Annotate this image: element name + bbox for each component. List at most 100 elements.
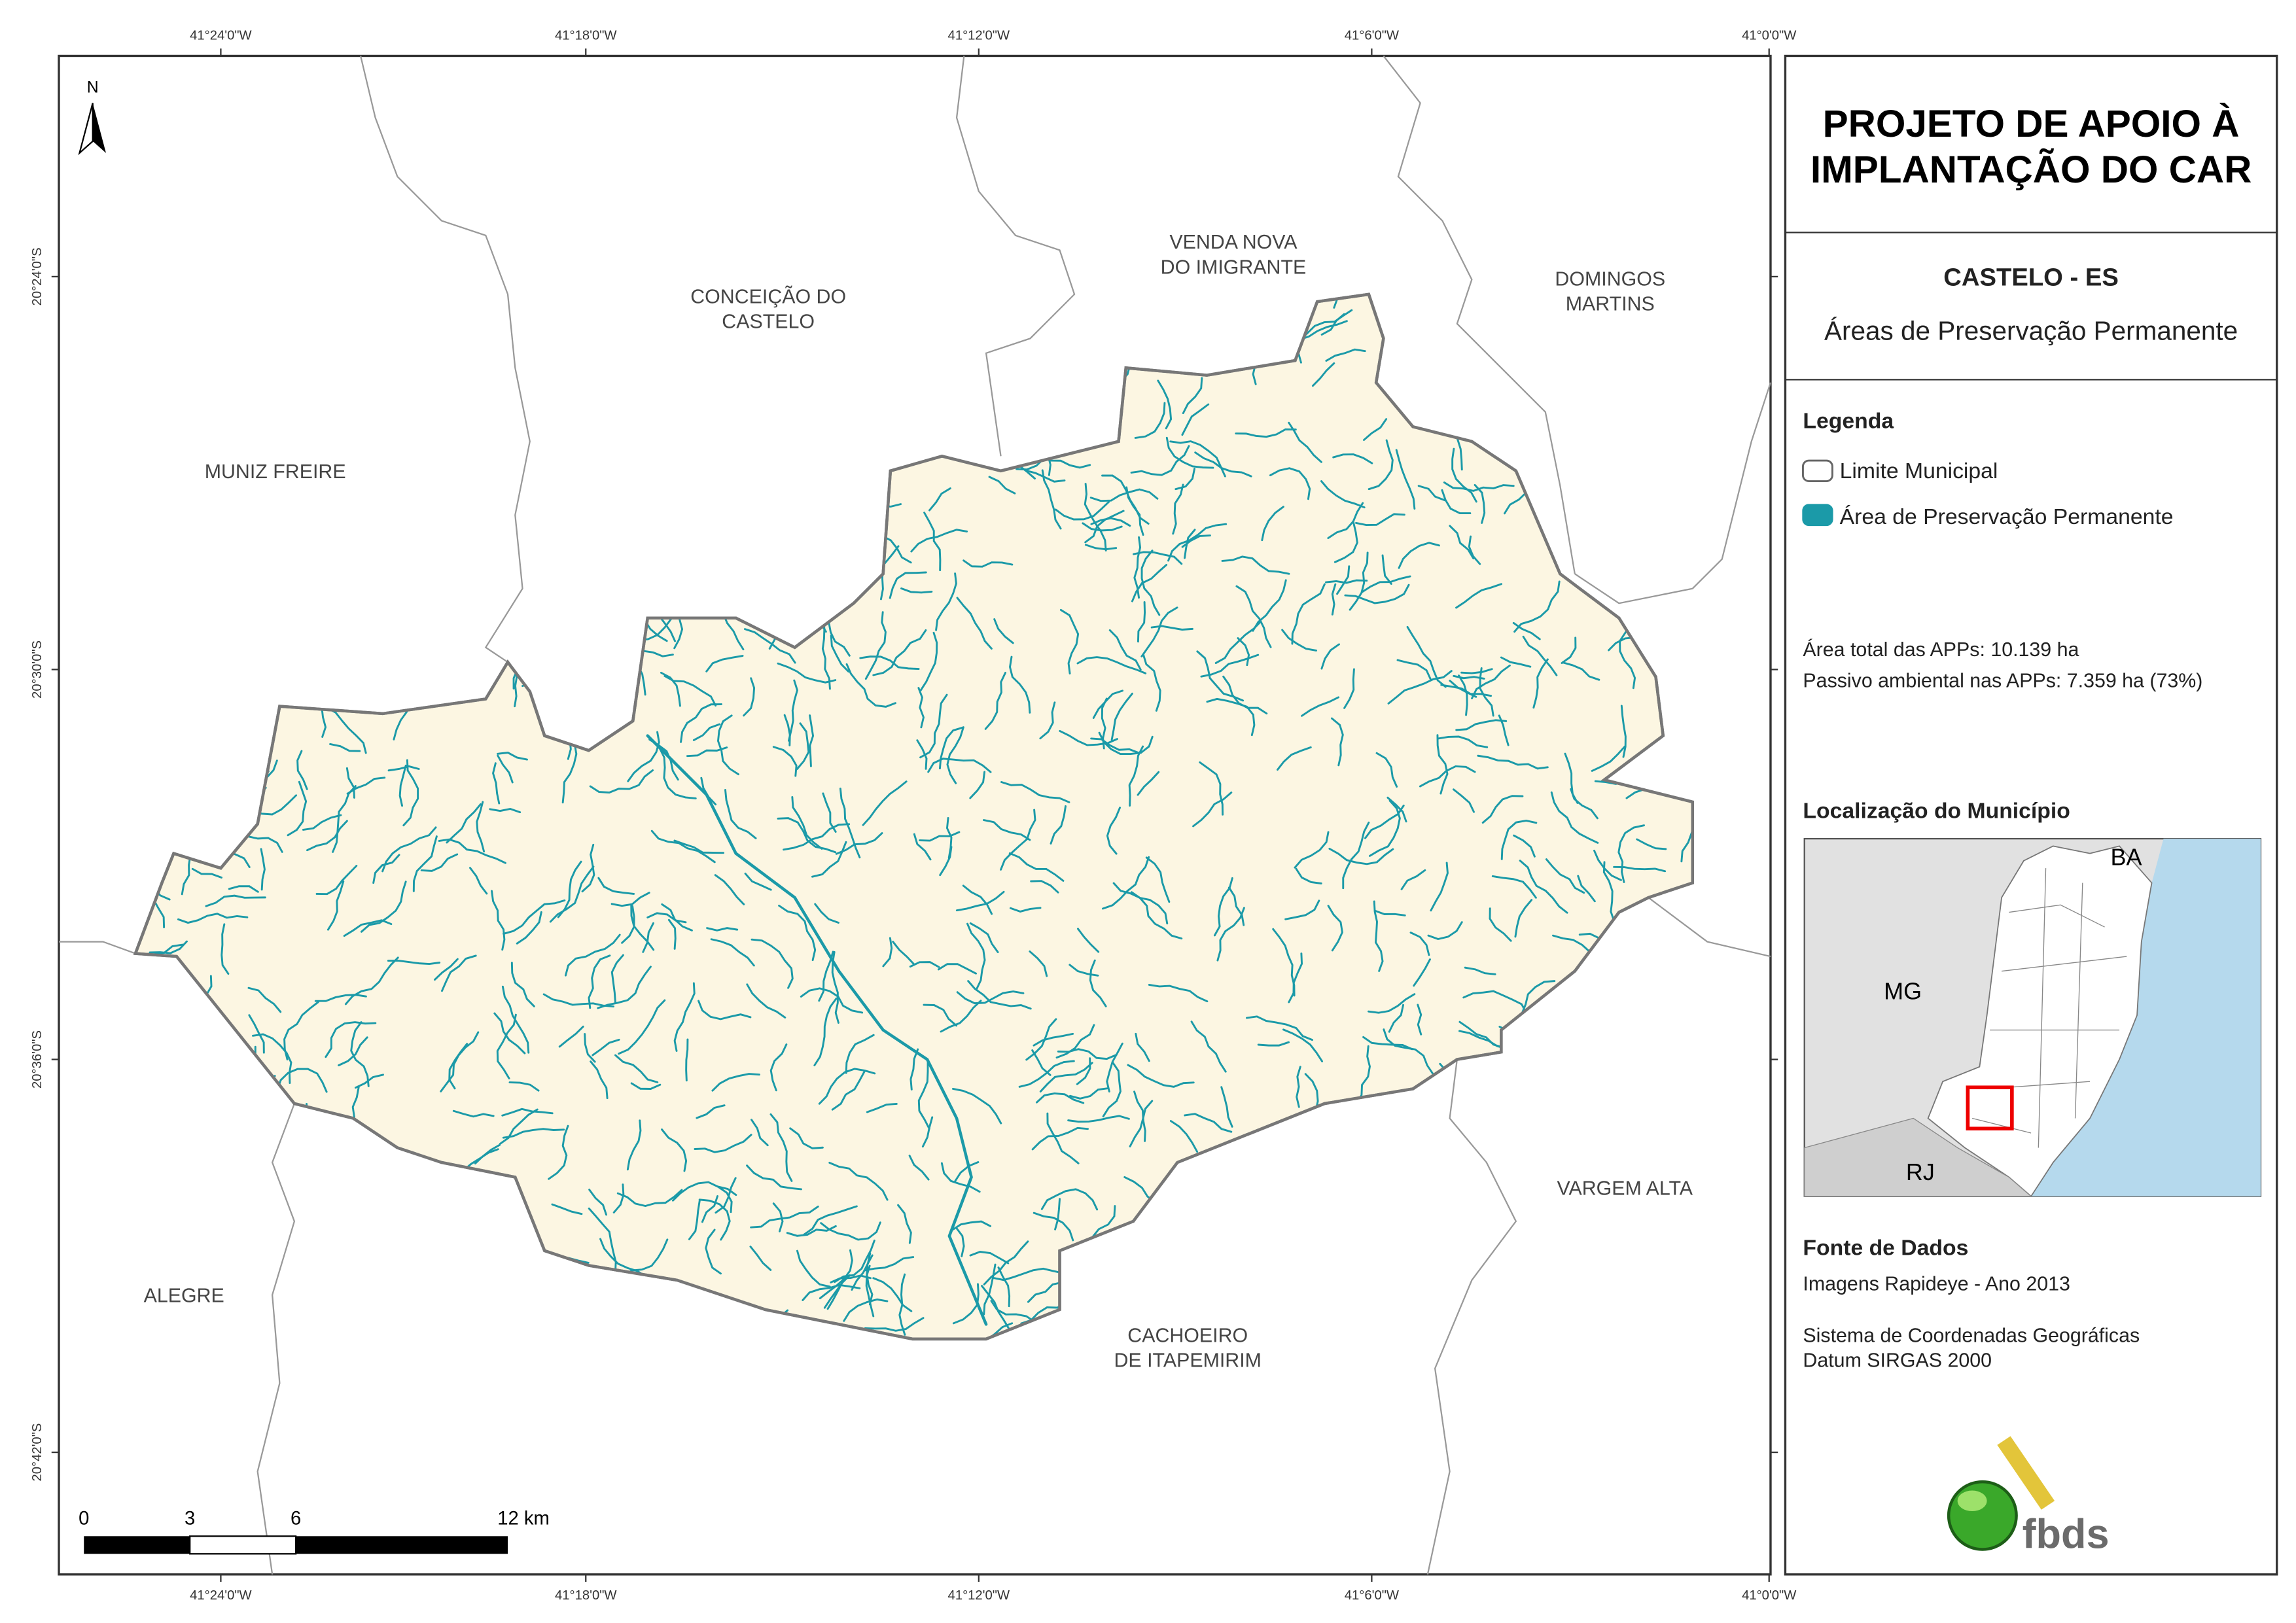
stream [1561, 661, 1600, 681]
stream [252, 1033, 292, 1084]
scale-label: 12 km [497, 1508, 550, 1529]
stream [1304, 1073, 1319, 1112]
stream [1142, 653, 1161, 712]
stream [402, 759, 419, 827]
stream [889, 571, 927, 599]
lon-label: 41°6'0"W [1345, 1588, 1400, 1603]
stream [497, 754, 514, 784]
inset-label: MG [1884, 977, 1922, 1004]
stream [1135, 1032, 1150, 1062]
stream [501, 1108, 554, 1117]
stream [1481, 795, 1524, 824]
stream [1354, 1045, 1371, 1105]
scale-label: 3 [185, 1508, 195, 1529]
stream [819, 1249, 853, 1300]
stream [898, 1273, 906, 1336]
stream [955, 890, 1005, 912]
stream [1281, 629, 1318, 652]
stream [663, 674, 717, 707]
stream [491, 890, 506, 951]
stream [660, 671, 681, 707]
stream [1252, 579, 1287, 632]
stream [1128, 745, 1144, 807]
stream [1237, 637, 1250, 667]
stream [1362, 1036, 1413, 1051]
stream [743, 677, 756, 717]
path-shape [1804, 1117, 2032, 1197]
stream [434, 958, 459, 981]
stream [493, 1012, 526, 1055]
stream [1046, 1112, 1080, 1164]
stream [592, 1038, 620, 1056]
stream [1235, 428, 1297, 438]
stream [1133, 1091, 1146, 1142]
stream [1367, 993, 1416, 1014]
stream [1257, 1041, 1290, 1047]
stream [900, 587, 933, 594]
stream [1413, 958, 1431, 987]
stream [612, 1183, 625, 1213]
stream [935, 572, 957, 631]
stream [610, 892, 650, 907]
stream [724, 788, 757, 839]
lon-label: 41°24'0"W [190, 29, 252, 43]
sources-title: Fonte de Dados [1803, 1236, 1968, 1261]
stream [1181, 403, 1210, 436]
stream [796, 1249, 831, 1288]
stream [260, 848, 266, 891]
stream [1276, 746, 1312, 771]
stream [1291, 583, 1326, 645]
stream [1468, 535, 1481, 565]
stream [919, 693, 948, 759]
stream [448, 1043, 468, 1090]
place-name: CONCEIÇÃO DO [690, 285, 846, 307]
stream [1375, 752, 1398, 788]
stream [387, 765, 420, 772]
legend-item: Área de Preservação Permanente [1840, 504, 2174, 529]
stream [221, 923, 230, 975]
stream [1192, 792, 1233, 828]
stream [589, 769, 654, 794]
stream [921, 1116, 934, 1148]
stream [387, 960, 441, 965]
stream [287, 780, 308, 837]
stat-line: Área total das APPs: 10.139 ha [1803, 639, 2079, 661]
stream [642, 922, 654, 953]
stream [321, 706, 327, 738]
stream [510, 962, 535, 1007]
north-arrow [92, 103, 106, 153]
stream [1039, 701, 1056, 740]
stream [917, 687, 925, 729]
stream [951, 1220, 992, 1231]
stream [1349, 551, 1369, 611]
stream [701, 1195, 719, 1223]
stream [149, 940, 188, 954]
stream [923, 1003, 958, 1027]
stream [228, 885, 259, 893]
stream [1106, 807, 1122, 855]
stream [558, 1025, 584, 1048]
stream [1331, 583, 1337, 616]
lon-label: 41°24'0"W [190, 1588, 252, 1603]
lat-label: 20°24'0"S [30, 247, 44, 305]
source-line: Imagens Rapideye - Ano 2013 [1803, 1274, 2070, 1295]
stream [820, 1221, 881, 1241]
stream [956, 597, 993, 650]
inset-map [1803, 837, 2262, 1198]
stream [1369, 799, 1401, 857]
stream [1112, 882, 1169, 925]
stream [1148, 984, 1209, 1003]
stream [618, 999, 666, 1055]
stream [1076, 928, 1100, 953]
stream [1067, 1115, 1130, 1123]
stream [372, 854, 400, 884]
stream [1336, 565, 1351, 595]
stream [1620, 705, 1627, 758]
place-name: DE ITAPEMIRIM [1114, 1350, 1261, 1372]
stream [1214, 620, 1262, 665]
stream [1361, 575, 1411, 593]
stream [688, 1199, 701, 1240]
stream [1364, 805, 1405, 839]
rect-shape [1966, 1085, 2014, 1131]
stream [588, 1207, 617, 1274]
